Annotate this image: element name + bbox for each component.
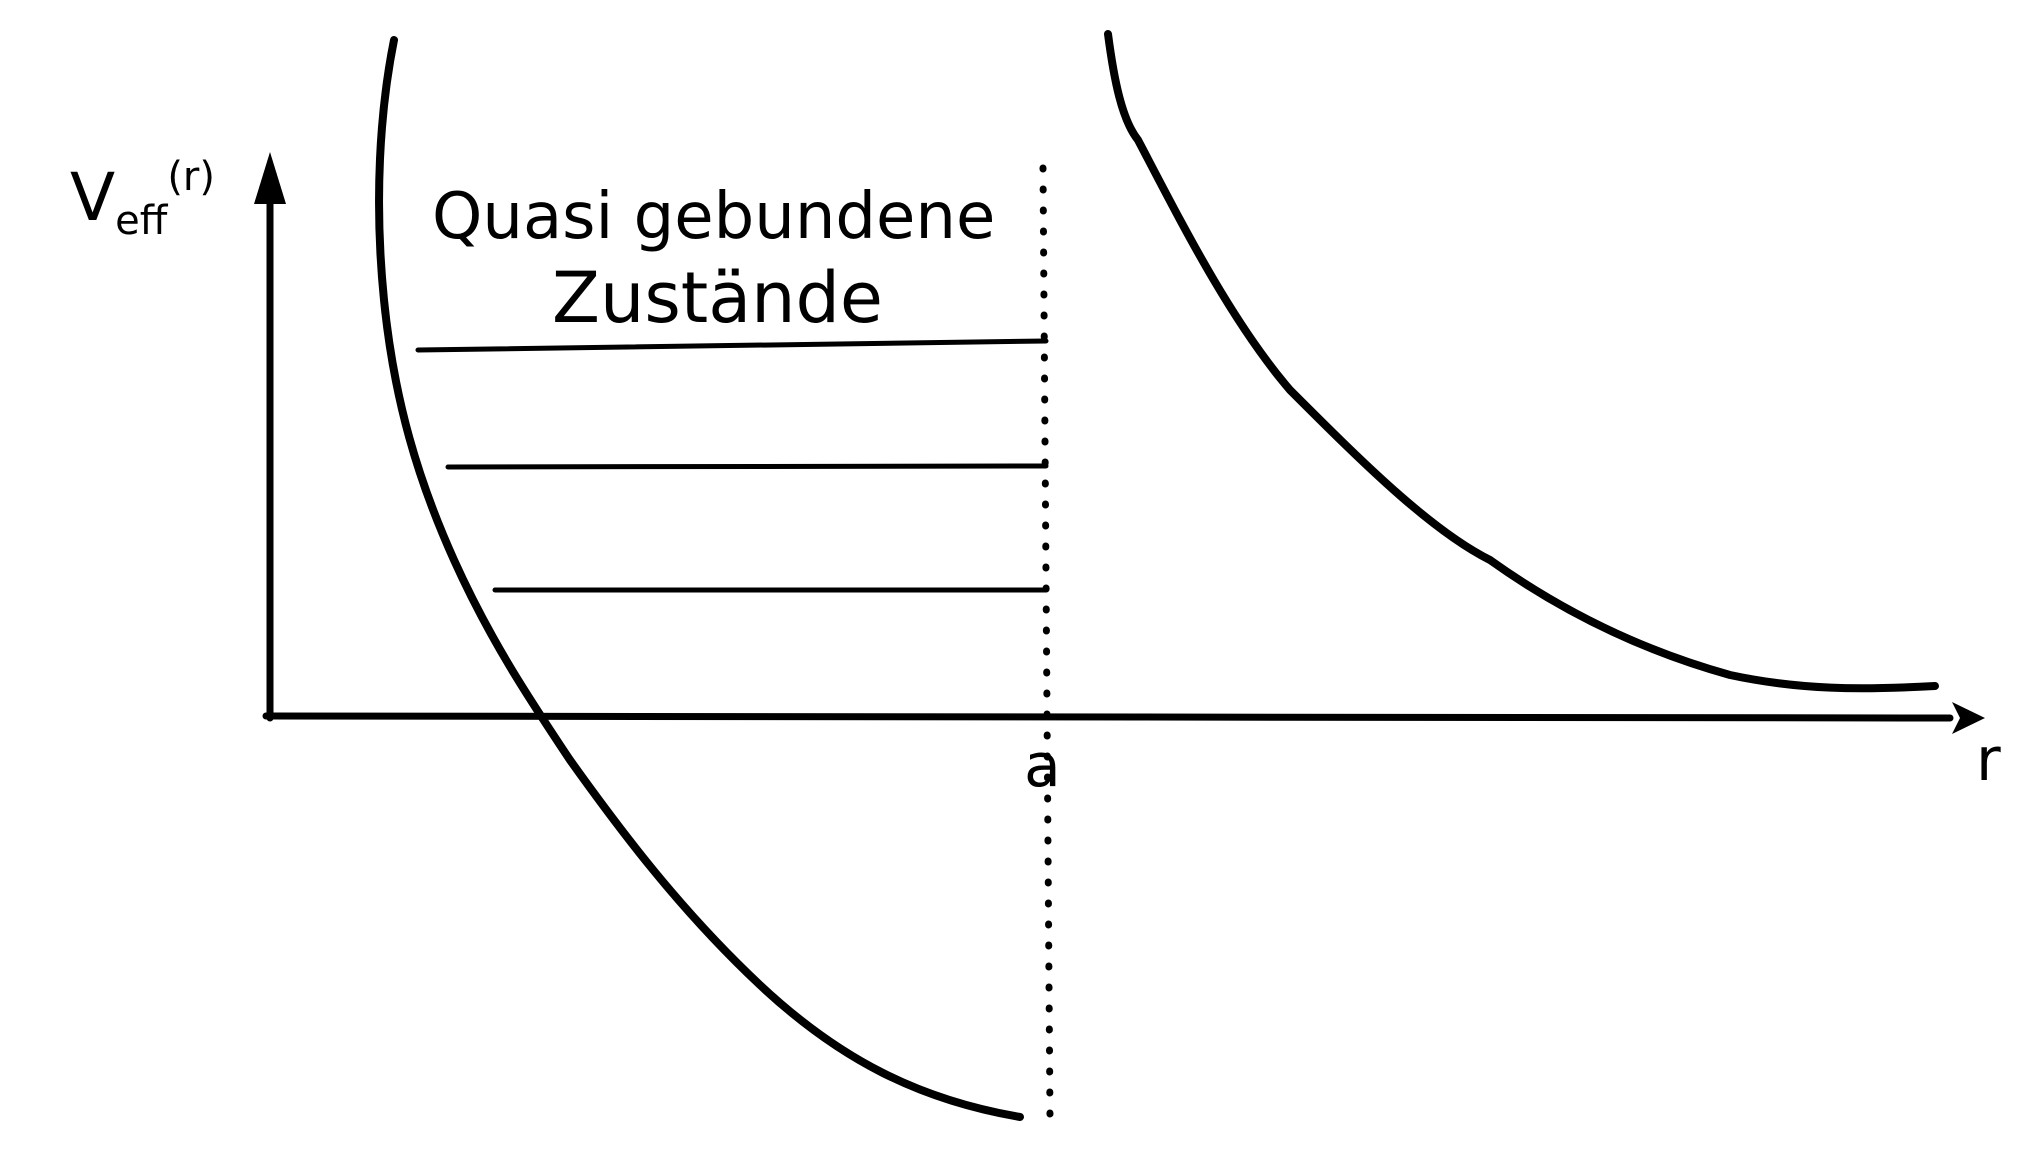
energy-level-1 [415,338,1049,353]
barrier-dotted-line [1039,164,1054,1122]
inner-potential-curve [375,36,1024,1121]
y-axis-arrowhead [254,152,286,204]
barrier-marker-label: a [1024,731,1061,801]
outer-potential-curve [1104,30,1939,693]
annotation-line-2: Zustände [552,257,883,339]
x-axis-arrowhead [1952,702,1985,734]
y-axis-label: Veff(r) [70,154,215,244]
energy-level-2 [445,463,1049,470]
y-axis-label-subscript: eff [115,198,169,244]
x-axis-label: r [1976,725,2001,795]
x-axis [262,712,1954,722]
y-axis-label-argument: (r) [167,154,215,200]
annotation-line-1: Quasi gebundene [432,180,995,254]
y-axis-label-main: V [70,159,115,236]
